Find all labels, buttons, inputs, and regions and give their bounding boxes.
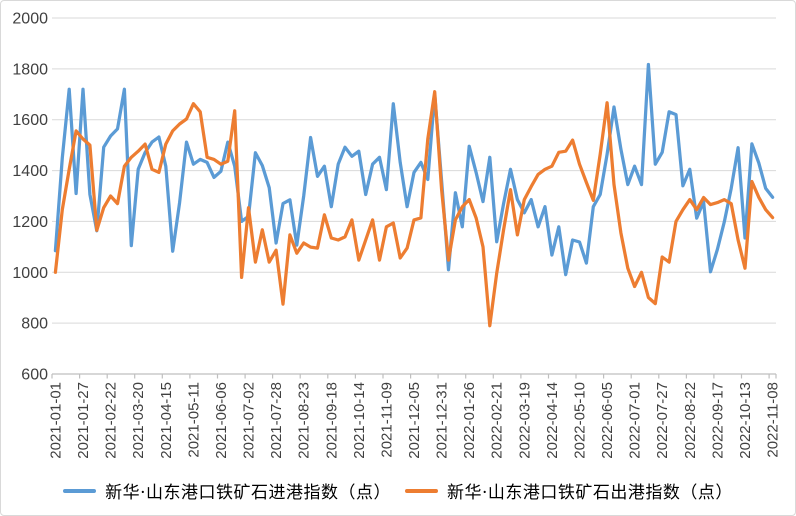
x-tick-label: 2021-10-14: [351, 382, 368, 459]
series-line-inbound: [53, 62, 775, 277]
x-tick-label: 2022-06-05: [599, 382, 616, 459]
x-tick-label: 2022-03-19: [516, 382, 533, 459]
x-tick-label: 2022-08-22: [682, 382, 699, 459]
y-tick-label: 1200: [12, 214, 48, 231]
x-tick-label: 2022-11-08: [765, 382, 782, 458]
legend-line-swatch-orange: [405, 488, 438, 493]
x-tick-label: 2022-04-14: [544, 382, 561, 459]
x-tick-label: 2021-07-28: [268, 382, 285, 459]
x-tick-label: 2022-07-01: [627, 382, 644, 459]
x-tick-label: 2021-12-05: [406, 382, 423, 459]
x-tick-label: 2021-09-18: [323, 382, 340, 459]
x-tick-label: 2022-07-27: [654, 382, 671, 459]
x-tick-label: 2022-05-10: [572, 382, 589, 459]
legend-line-swatch-blue: [63, 488, 97, 493]
x-tick-label: 2021-03-20: [130, 382, 147, 459]
chart-legend: 新华·山东港口铁矿石进港指数（点） 新华·山东港口铁矿石出港指数（点）: [1, 478, 795, 503]
legend-label-inbound-index: 新华·山东港口铁矿石进港指数（点）: [105, 483, 391, 503]
legend-item-inbound-index: 新华·山东港口铁矿石进港指数（点）: [63, 478, 391, 503]
x-tick-label: 2022-02-21: [489, 382, 506, 459]
x-tick-label: 2021-11-09: [378, 382, 395, 458]
x-tick-label: 2021-01-01: [47, 382, 64, 459]
x-tick-label: 2021-04-15: [158, 382, 175, 459]
y-tick-label: 2000: [12, 11, 48, 28]
y-tick-label: 600: [21, 367, 48, 384]
x-tick-label: 2022-01-26: [461, 382, 478, 459]
x-tick-label: 2021-07-02: [241, 382, 258, 459]
series-line-outbound: [53, 90, 775, 328]
y-tick-label: 1000: [12, 265, 48, 282]
x-tick-label: 2021-05-11: [185, 382, 202, 458]
y-tick-label: 1800: [12, 61, 48, 78]
x-tick-label: 2021-02-22: [103, 382, 120, 459]
y-tick-label: 1600: [12, 112, 48, 129]
x-tick-label: 2021-01-27: [75, 382, 92, 459]
legend-label-outbound-index: 新华·山东港口铁矿石出港指数（点）: [447, 483, 733, 503]
x-tick-label: 2021-12-31: [434, 382, 451, 459]
legend-item-outbound-index: 新华·山东港口铁矿石出港指数（点）: [405, 478, 733, 503]
y-tick-label: 1400: [12, 163, 48, 180]
x-tick-label: 2021-06-06: [213, 382, 230, 459]
x-tick-label: 2022-09-17: [709, 382, 726, 459]
x-tick-label: 2022-10-13: [737, 382, 754, 459]
x-tick-label: 2021-08-23: [296, 382, 313, 459]
y-tick-label: 800: [21, 316, 48, 333]
